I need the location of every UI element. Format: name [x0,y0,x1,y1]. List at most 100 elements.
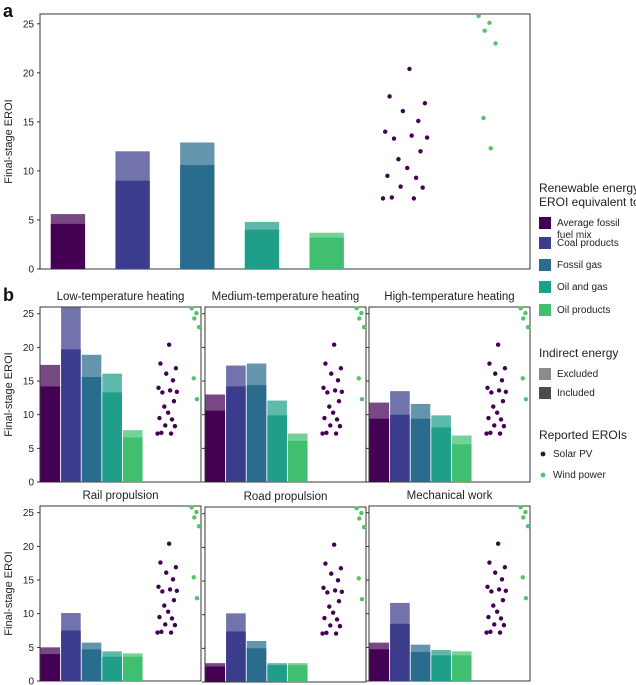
dot-solar-pv [336,599,342,604]
y-tick-label: 0 [28,478,34,489]
dot-solar-pv [485,584,490,589]
dot-wind-power [520,376,525,381]
dot-solar-pv [327,404,332,409]
y-tick-label: 10 [23,609,35,620]
dot-solar-pv [497,630,503,635]
dot-solar-pv [165,609,171,614]
dot-solar-pv [163,622,168,627]
dot-wind-power [189,505,194,510]
y-tick-label: 5 [28,643,34,654]
dot-solar-pv [165,410,171,415]
dot-solar-pv [320,431,325,436]
dot-wind-power [194,509,199,515]
y-tick-label: 15 [23,576,35,587]
dot-wind-power [191,575,196,580]
dot-wind-power [354,506,359,511]
dot-solar-pv [496,388,502,393]
y-tick-label: 5 [28,215,34,226]
dot-solar-pv [498,616,504,621]
y-axis-label: Final-stage EROI [3,352,15,436]
legend-swatch-included [539,387,551,399]
bar-included-coal-products [226,631,246,682]
dot-solar-pv [502,366,508,371]
dot-wind-power [521,515,526,520]
dot-solar-pv [174,389,180,395]
dot-solar-pv [491,404,496,409]
dot-solar-pv [487,560,492,565]
dot-wind-power [356,576,361,581]
dot-wind-power [523,596,529,601]
bar-included-average-fossil-fuel-mix [40,386,61,482]
dot-solar-pv [168,630,174,635]
dot-wind-power [487,20,492,26]
dot-solar-pv [407,66,412,72]
y-tick-label: 25 [23,19,35,30]
dot-solar-pv [420,185,425,190]
legend-swatch-oil-products [539,304,551,316]
dot-solar-pv [167,388,173,393]
y-tick-label: 25 [23,309,35,320]
bar-included-oil-products [451,444,472,482]
dot-solar-pv [492,423,497,428]
dot-solar-pv [337,423,343,429]
bar-included-fossil-gas [410,652,431,681]
facet-title: High-temperature heating [384,291,514,303]
dot-wind-power [481,115,486,121]
legend-swatch-fossil-gas [539,259,551,271]
dot-solar-pv [328,423,333,428]
bar-included-average-fossil-fuel-mix [205,410,226,482]
legend-label-oil-and-gas: Oil and gas [557,282,608,293]
dot-wind-power [194,596,200,601]
bar-included-oil-and-gas [244,229,280,269]
y-axis-label: Final-stage EROI [3,551,15,635]
dot-solar-pv [335,578,341,583]
panel-a-letter: a [3,1,14,21]
dot-solar-pv [324,430,329,436]
dot-solar-pv [159,430,164,436]
dot-solar-pv [391,136,397,141]
legend: Renewable energy EROI equivalent to Averag… [539,181,636,481]
y-tick-label: 15 [23,117,35,128]
dot-solar-pv [495,342,501,347]
dot-solar-pv [487,361,492,366]
dot-solar-pv [422,101,428,106]
dot-solar-pv [387,94,392,99]
dot-solar-pv [173,565,179,570]
dot-solar-pv [389,195,395,200]
dot-wind-power [192,316,197,321]
bar-included-oil-and-gas [102,656,122,681]
dot-solar-pv [339,389,345,395]
y-tick-label: 10 [23,410,35,421]
bar-included-coal-products [226,386,246,482]
dot-solar-pv [167,587,173,592]
facet-title: Medium-temperature heating [212,291,360,303]
y-tick-label: 5 [28,444,34,455]
y-tick-label: 0 [28,677,34,685]
y-tick-label: 20 [23,343,35,354]
dot-solar-pv [166,342,172,347]
dot-solar-pv [323,561,328,566]
bar-included-oil-and-gas [102,392,122,482]
dot-wind-power [354,306,359,311]
dot-wind-power [196,324,202,330]
chart-b4: Rail propulsion 0 5 10 15 20 25 Final-stage ERO… [3,490,202,685]
dot-wind-power [359,597,365,602]
dot-solar-pv [156,584,161,589]
dot-solar-pv [332,588,338,593]
dot-solar-pv [160,589,165,594]
dot-solar-pv [329,371,334,376]
dot-wind-power [525,324,531,330]
y-tick-label: 10 [23,166,35,177]
dot-solar-pv [496,587,502,592]
dot-solar-pv [494,410,500,415]
dot-solar-pv [501,622,507,628]
dot-solar-pv [157,614,162,620]
dot-solar-pv [334,417,340,422]
dot-solar-pv [172,622,178,628]
dot-wind-power [523,310,528,316]
bar-included-coal-products [390,414,410,482]
bar-included-coal-products [390,623,410,681]
bar-included-average-fossil-fuel-mix [369,649,390,681]
bar-included-oil-products [451,655,472,681]
